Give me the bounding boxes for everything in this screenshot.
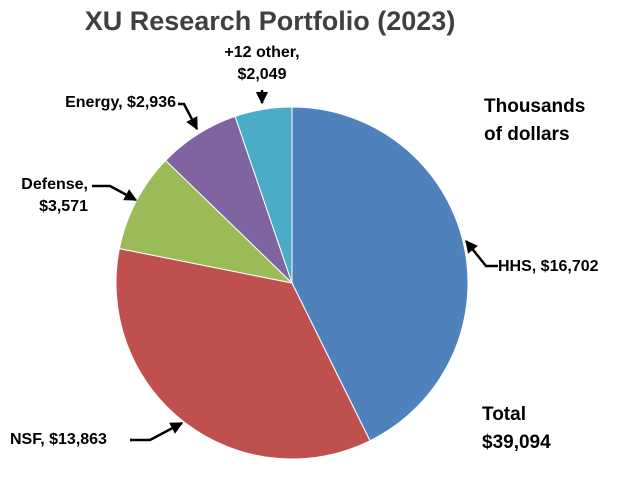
total-label-line-1: Total bbox=[482, 404, 526, 425]
slice-label-line: Energy, $2,936 bbox=[65, 94, 176, 111]
slice-label-line: $3,571 bbox=[39, 198, 88, 215]
connector-2 bbox=[92, 184, 138, 202]
slice-label-2: Defense, $3,571 bbox=[21, 176, 88, 215]
pie-slice-hhs bbox=[291, 106, 469, 442]
connector-1 bbox=[130, 421, 184, 442]
units-note-line-1: Thousands bbox=[484, 96, 585, 117]
units-note-line-2: of dollars bbox=[484, 124, 570, 145]
total-label-value: $39,094 bbox=[482, 432, 551, 453]
slice-label-0: HHS, $16,702 bbox=[498, 258, 599, 275]
slice-label-4: +12 other, $2,049 bbox=[224, 44, 299, 83]
slice-label-line: Defense, bbox=[21, 176, 88, 193]
slice-label-line: +12 other, bbox=[224, 44, 299, 61]
slice-label-line: $2,049 bbox=[238, 66, 287, 83]
pie-slice-12-other bbox=[234, 106, 293, 284]
slice-label-1: NSF, $13,863 bbox=[10, 431, 107, 448]
slice-label-line: HHS, $16,702 bbox=[498, 258, 599, 275]
slice-label-3: Energy, $2,936 bbox=[65, 94, 176, 111]
connector-3 bbox=[178, 102, 199, 131]
label-connectors bbox=[92, 90, 498, 442]
slice-labels: HHS, $16,702 NSF, $13,863 Defense, $3,571 En… bbox=[10, 44, 599, 448]
pie-slice-nsf bbox=[115, 248, 371, 460]
connector-0 bbox=[465, 240, 498, 268]
slice-label-line: NSF, $13,863 bbox=[10, 431, 107, 448]
pie-slice-defense bbox=[118, 159, 294, 284]
chart-title: XU Research Portfolio (2023) bbox=[85, 6, 456, 36]
pie-slices bbox=[115, 106, 469, 460]
